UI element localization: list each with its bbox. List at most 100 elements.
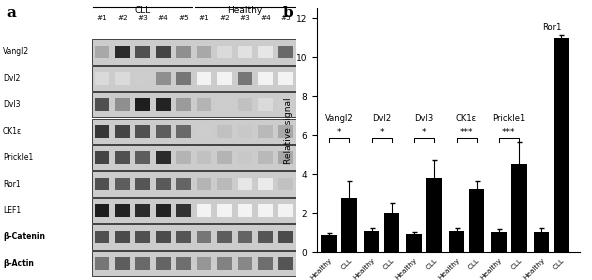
Bar	[237, 125, 252, 137]
Bar	[115, 257, 130, 270]
Bar	[115, 231, 130, 243]
Bar	[92, 251, 296, 276]
Bar	[533, 232, 549, 252]
Bar	[321, 235, 337, 252]
Bar	[176, 98, 191, 111]
Bar	[278, 72, 293, 85]
Bar	[237, 46, 252, 58]
Bar	[278, 178, 293, 190]
Bar	[217, 98, 232, 111]
Text: β-Catenin: β-Catenin	[3, 232, 45, 241]
Text: #2: #2	[117, 15, 128, 21]
Text: Vangl2: Vangl2	[3, 47, 29, 56]
Text: Ror1: Ror1	[3, 179, 21, 189]
Bar	[197, 98, 211, 111]
Bar	[92, 145, 296, 170]
Text: Dvl3: Dvl3	[414, 114, 434, 123]
Bar	[136, 178, 150, 190]
Bar	[364, 230, 379, 252]
Bar	[237, 178, 252, 190]
Bar	[92, 39, 296, 64]
Bar	[156, 178, 170, 190]
Bar	[258, 46, 273, 58]
Bar	[258, 204, 273, 217]
Bar	[115, 72, 130, 85]
Bar	[136, 98, 150, 111]
Bar	[197, 231, 211, 243]
Bar	[92, 92, 296, 117]
Bar	[197, 46, 211, 58]
Bar	[136, 204, 150, 217]
Bar	[115, 151, 130, 164]
Text: a: a	[6, 6, 16, 20]
Text: #1: #1	[96, 15, 107, 21]
Bar	[115, 46, 130, 58]
Bar	[156, 204, 170, 217]
Bar	[136, 257, 150, 270]
Bar	[258, 151, 273, 164]
Bar	[237, 151, 252, 164]
Bar	[176, 257, 191, 270]
Bar	[197, 204, 211, 217]
Text: Vangl2: Vangl2	[325, 114, 353, 123]
Bar	[156, 72, 170, 85]
Bar	[95, 125, 110, 137]
Bar	[278, 125, 293, 137]
Bar	[217, 125, 232, 137]
Bar	[92, 171, 296, 197]
Text: β-Actin: β-Actin	[3, 259, 34, 268]
Bar	[217, 231, 232, 243]
Bar	[95, 257, 110, 270]
Text: CK1ε: CK1ε	[456, 114, 477, 123]
Bar	[176, 125, 191, 137]
Text: #2: #2	[219, 15, 230, 21]
Text: LEF1: LEF1	[3, 206, 21, 215]
Bar	[156, 231, 170, 243]
Bar	[95, 72, 110, 85]
Bar	[115, 125, 130, 137]
Bar	[95, 46, 110, 58]
Bar	[176, 151, 191, 164]
Text: #3: #3	[137, 15, 148, 21]
Bar	[136, 72, 150, 85]
Text: #1: #1	[199, 15, 210, 21]
Bar	[197, 125, 211, 137]
Bar	[278, 257, 293, 270]
Text: #4: #4	[158, 15, 169, 21]
Bar	[342, 199, 357, 252]
Bar	[217, 204, 232, 217]
Bar	[469, 189, 484, 252]
Bar	[176, 46, 191, 58]
Bar	[237, 204, 252, 217]
Bar	[156, 125, 170, 137]
Y-axis label: Relative signal: Relative signal	[284, 97, 292, 164]
Text: #5: #5	[178, 15, 189, 21]
Text: *: *	[337, 128, 342, 137]
Bar	[92, 198, 296, 223]
Bar	[136, 231, 150, 243]
Bar	[95, 178, 110, 190]
Bar	[426, 178, 442, 252]
Bar	[136, 151, 150, 164]
Bar	[278, 204, 293, 217]
Bar	[176, 178, 191, 190]
Bar	[95, 204, 110, 217]
Bar	[278, 46, 293, 58]
Bar	[95, 151, 110, 164]
Bar	[217, 257, 232, 270]
Text: Healthy: Healthy	[227, 6, 263, 15]
Text: *: *	[379, 128, 384, 137]
Bar	[258, 125, 273, 137]
Bar	[511, 164, 527, 252]
Bar	[237, 98, 252, 111]
Text: #4: #4	[260, 15, 271, 21]
Bar	[176, 204, 191, 217]
Bar	[449, 230, 464, 252]
Text: ***: ***	[460, 128, 473, 137]
Text: *: *	[422, 128, 426, 137]
Text: Prickle1: Prickle1	[3, 153, 33, 162]
Text: #3: #3	[240, 15, 250, 21]
Text: #5: #5	[281, 15, 291, 21]
Bar	[197, 151, 211, 164]
Bar	[237, 231, 252, 243]
